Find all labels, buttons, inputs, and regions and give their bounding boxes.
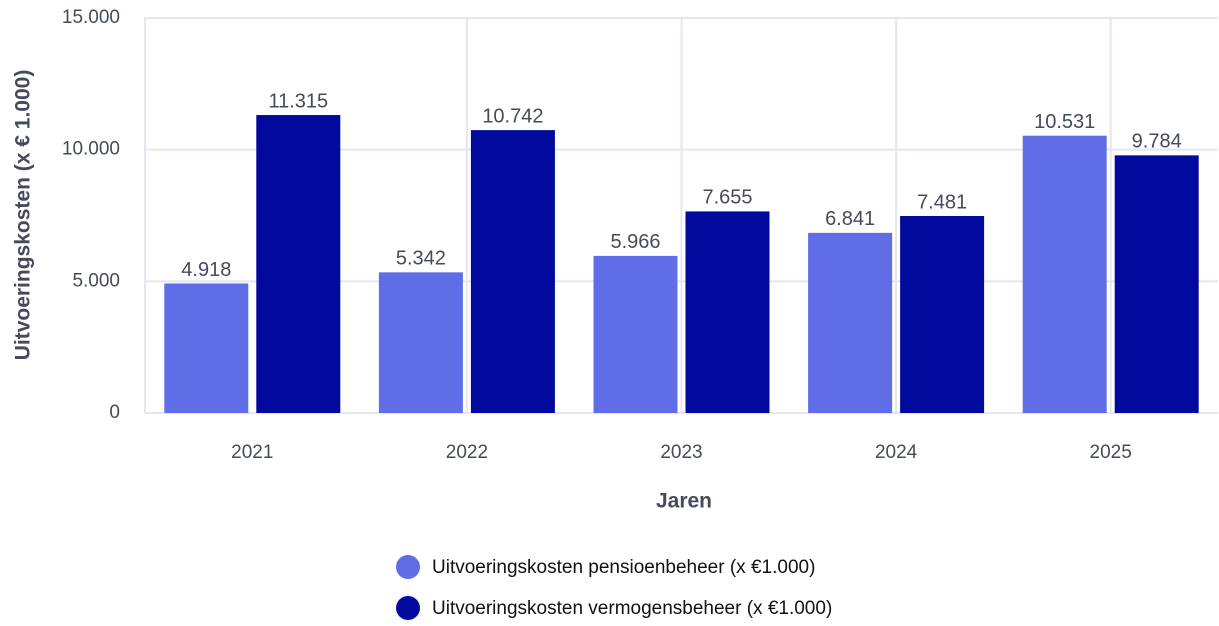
- bar: [900, 216, 985, 413]
- data-label: 5.966: [610, 231, 660, 253]
- bar: [1022, 135, 1107, 414]
- y-tick-label: 0: [109, 402, 120, 423]
- y-tick-label: 15.000: [62, 7, 120, 28]
- y-tick-label: 10.000: [62, 139, 120, 160]
- y-axis-title: Uitvoeringskosten (x € 1.000): [12, 70, 35, 361]
- data-label: 10.742: [482, 105, 543, 127]
- bar: [378, 272, 463, 413]
- bar: [808, 232, 893, 413]
- data-label: 4.918: [181, 259, 231, 281]
- data-label: 7.655: [702, 187, 752, 209]
- x-axis-title: Jaren: [656, 490, 712, 513]
- data-label: 5.342: [396, 248, 446, 270]
- bar: [593, 255, 678, 413]
- data-label: 9.784: [1132, 131, 1182, 153]
- data-label: 7.481: [917, 191, 967, 213]
- x-tick-label: 2023: [660, 442, 702, 463]
- legend-label: Uitvoeringskosten vermogensbeheer (x €1.…: [432, 598, 832, 619]
- data-label: 10.531: [1034, 111, 1095, 133]
- legend-label: Uitvoeringskosten pensioenbeheer (x €1.0…: [432, 557, 815, 578]
- bar: [1114, 155, 1199, 413]
- legend-marker: [396, 596, 420, 620]
- bar: [256, 115, 341, 413]
- x-tick-label: 2024: [875, 442, 918, 463]
- bar: [164, 283, 249, 413]
- bar: [470, 130, 555, 414]
- y-tick-label: 5.000: [72, 270, 120, 291]
- bar: [685, 211, 770, 413]
- legend-marker: [396, 555, 420, 579]
- x-tick-label: 2025: [1090, 442, 1132, 463]
- data-label: 11.315: [268, 90, 328, 112]
- x-tick-label: 2022: [446, 442, 488, 463]
- x-tick-label: 2021: [231, 442, 273, 463]
- data-label: 6.841: [825, 208, 875, 230]
